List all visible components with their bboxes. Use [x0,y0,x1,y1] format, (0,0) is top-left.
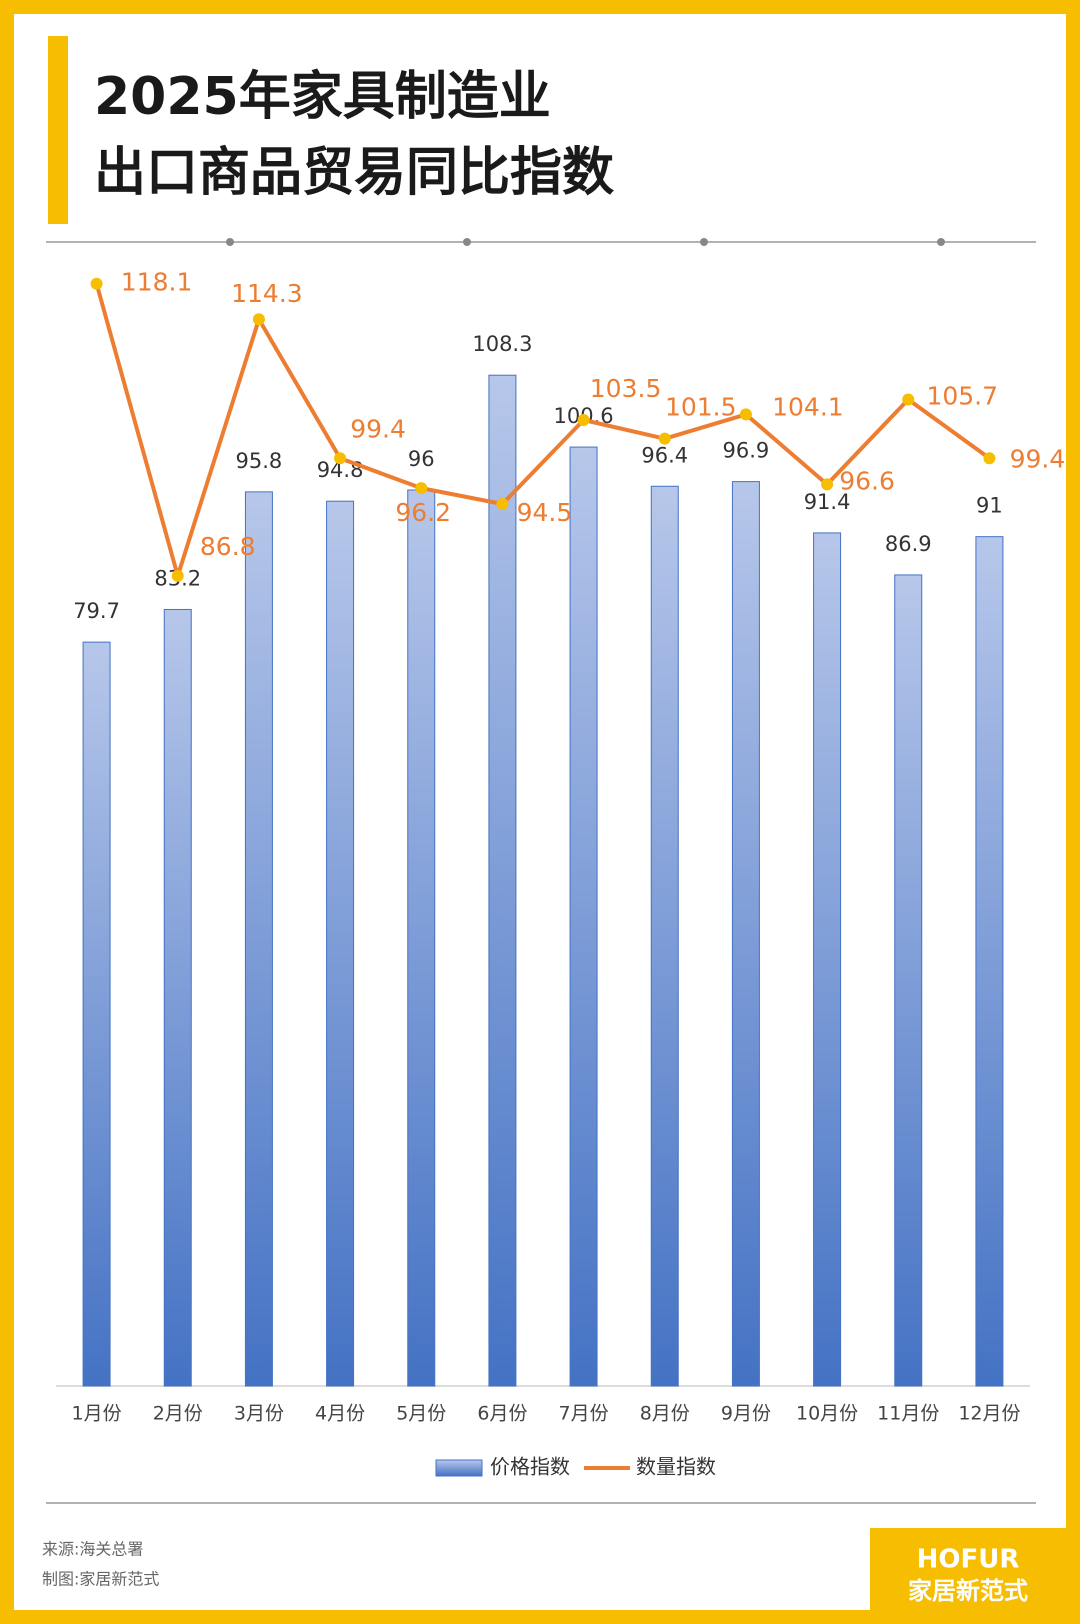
point [90,277,103,290]
point-label: 96.6 [839,466,895,495]
x-tick-label: 2月份 [153,1403,203,1425]
point [334,452,347,465]
bar [244,491,273,1387]
dot [226,238,234,246]
x-tick-label: 10月份 [796,1403,858,1425]
point [171,569,184,582]
point [252,313,265,326]
bar [569,446,598,1387]
logo: HOFUR [917,1545,1020,1575]
chart-title: 2025年家具制造业 [94,67,551,127]
bar [650,485,679,1387]
x-tick-label: 5月份 [396,1403,446,1425]
x-tick-label: 1月份 [72,1403,122,1425]
title-accent [48,36,68,224]
point [983,452,996,465]
x-tick-label: 6月份 [477,1403,527,1425]
bar-label: 96.4 [641,443,688,467]
bar [326,500,355,1387]
point-label: 94.5 [517,498,573,527]
logo: 家居新范式 [908,1577,1028,1605]
point [821,478,834,491]
x-tick-label: 7月份 [559,1403,609,1425]
point [415,482,428,495]
bar [975,536,1004,1387]
bar [894,574,923,1387]
bar [407,489,436,1387]
x-tick-label: 3月份 [234,1403,284,1425]
legend-label: 数量指数 [636,1455,716,1479]
bar-label: 79.7 [73,599,120,623]
x-tick-label: 9月份 [721,1403,771,1425]
point [496,498,509,510]
bar-label: 96.9 [723,439,770,463]
bar [163,608,192,1387]
bar [82,641,111,1387]
bar-label: 91.4 [804,490,851,514]
legend-swatch [435,1459,483,1477]
bar [488,374,517,1387]
point [658,432,671,445]
line [94,283,991,578]
x-tick-label: 12月份 [958,1403,1020,1425]
bar-label: 95.8 [236,449,283,473]
source: 来源:海关总署 [42,1540,143,1559]
point-label: 104.1 [772,392,844,421]
bar-label: 91 [976,494,1003,518]
point-label: 99.4 [1010,444,1066,473]
point [577,414,590,426]
chart-title: 出口商品贸易同比指数 [94,143,614,203]
dot [937,238,945,246]
logo-box [870,1528,1066,1610]
point-label: 103.5 [590,374,662,403]
maker: 制图:家居新范式 [42,1570,159,1589]
point [739,408,752,421]
point-label: 86.8 [200,532,256,561]
dot [700,238,708,246]
bar-label: 86.9 [885,532,932,556]
point [902,393,915,406]
bar [731,481,760,1387]
legend-label: 价格指数 [490,1455,570,1479]
x-tick-label: 4月份 [315,1403,365,1425]
bar-label: 96 [408,447,435,471]
point-label: 99.4 [350,414,406,443]
point-label: 105.7 [926,381,998,410]
bar-label: 108.3 [472,332,532,356]
point-label: 114.3 [231,279,303,308]
point-label: 118.1 [121,268,193,297]
bar [813,532,842,1387]
point-label: 96.2 [395,498,451,527]
x-tick-label: 11月份 [877,1403,939,1425]
x-tick-label: 8月份 [640,1403,690,1425]
dot [463,238,471,246]
point-label: 101.5 [665,393,737,422]
